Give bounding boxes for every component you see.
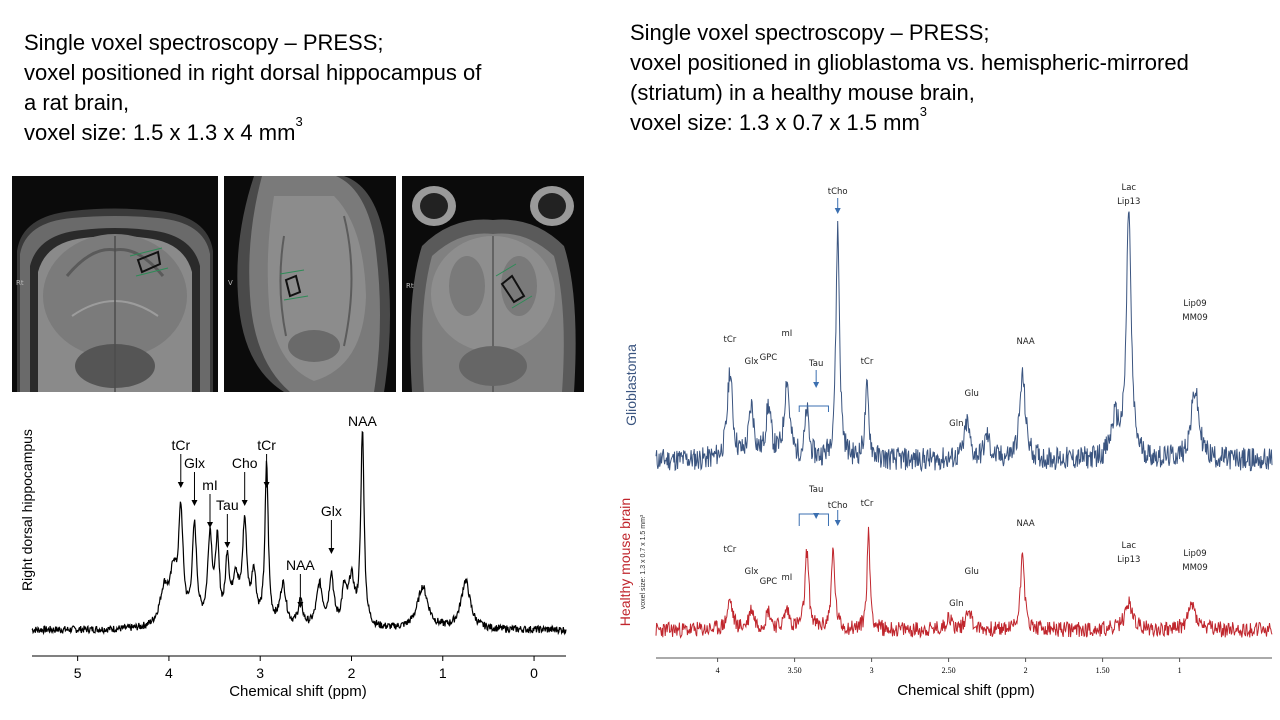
healthy-voxel-size-label: voxel size: 1.3 x 0.7 x 1.5 mm³ — [640, 514, 647, 609]
right-x-tick-label: 2.50 — [942, 666, 956, 675]
right-x-axis-label: Chemical shift (ppm) — [897, 682, 1035, 699]
glioblastoma-spectrum-line — [655, 211, 1273, 473]
left-peak-label: mI — [202, 477, 218, 493]
tau-arrowhead-healthy — [813, 513, 820, 519]
left-caption-line2: voxel positioned in right dorsal hippoca… — [24, 60, 482, 85]
right-x-axis: 4 3.50 3 2.50 2 1.50 1 — [656, 657, 1272, 675]
glioblastoma-series-label: Glioblastoma — [623, 344, 639, 426]
left-y-axis-label: Right dorsal hippocampus — [19, 429, 35, 591]
left-spectrum-chart: 5 4 3 2 1 0 tCr Glx mI Tau Cho tCr NAA Glx NAA Chemic… — [19, 413, 567, 700]
right-x-tick-label: 3.50 — [788, 666, 802, 675]
left-peak-label: Glx — [184, 455, 205, 471]
mri-coronal-image: Rt — [12, 176, 218, 392]
left-x-tick-label: 4 — [165, 665, 173, 681]
right-peak-label: tCr — [861, 499, 874, 509]
left-x-tick-label: 2 — [348, 665, 356, 681]
right-peak-label: Lip13 — [1117, 555, 1140, 565]
left-peak-arrowhead — [328, 548, 335, 554]
right-peak-label: Tau — [808, 485, 823, 495]
left-peak-label: NAA — [286, 557, 315, 573]
right-peak-label: Tau — [808, 359, 823, 369]
healthy-series-label: Healthy mouse brain — [617, 498, 633, 626]
right-peak-label: Glu — [965, 389, 979, 399]
left-peak-arrowhead — [241, 500, 248, 506]
right-peak-label: Glx — [744, 567, 758, 577]
right-peak-label: Glx — [744, 357, 758, 367]
left-caption-line3: a rat brain, — [24, 90, 130, 115]
tau-bracket-gbm — [798, 405, 829, 412]
left-x-tick-label: 5 — [74, 665, 82, 681]
right-peak-label: tCho — [828, 187, 848, 197]
tau-arrowhead — [813, 382, 820, 388]
right-peak-label: Gln — [949, 419, 963, 429]
left-x-tick-label: 0 — [530, 665, 538, 681]
right-caption-line2: voxel positioned in glioblastoma vs. hem… — [630, 50, 1189, 75]
mri-sagittal-image: V — [224, 176, 396, 392]
right-x-tick-label: 4 — [716, 666, 720, 675]
right-peak-label: MM09 — [1182, 563, 1207, 573]
right-peak-label: Lip09 — [1183, 549, 1206, 559]
right-caption-line4: voxel size: 1.3 x 0.7 x 1.5 mm3 — [630, 105, 1189, 138]
right-x-tick-label: 1.50 — [1096, 666, 1110, 675]
right-peak-label: Glu — [965, 567, 979, 577]
tau-bracket-healthy — [798, 513, 829, 526]
healthy-spectrum-line — [655, 526, 1273, 639]
axial-orientation-label: Rt — [406, 282, 414, 290]
left-x-axis-label: Chemical shift (ppm) — [229, 683, 367, 700]
left-peak-label: Cho — [232, 455, 258, 471]
coronal-orientation-label: Rt — [16, 279, 24, 287]
right-peak-label: Gln — [949, 599, 963, 609]
left-peak-arrowhead — [224, 542, 231, 548]
left-x-axis: 5 4 3 2 1 0 — [32, 655, 566, 681]
left-peak-label: tCr — [171, 437, 190, 453]
left-caption-line4: voxel size: 1.5 x 1.3 x 4 mm3 — [24, 115, 481, 148]
right-x-tick-label: 2 — [1024, 666, 1028, 675]
left-peak-label: Tau — [216, 497, 239, 513]
left-peak-annotations: tCr Glx mI Tau Cho tCr NAA Glx NAA — [171, 413, 377, 608]
left-x-tick-label: 1 — [439, 665, 447, 681]
right-peak-label: mI — [782, 573, 793, 583]
right-peak-label: tCho — [828, 501, 848, 511]
right-peak-label: GPC — [760, 353, 778, 363]
left-voxel-size-exponent: 3 — [295, 114, 303, 129]
left-peak-arrowhead — [263, 482, 270, 488]
right-voxel-size-exponent: 3 — [919, 104, 928, 119]
right-peak-label: tCr — [861, 357, 874, 367]
right-voxel-size-text: voxel size: 1.3 x 0.7 x 1.5 mm — [630, 110, 920, 135]
left-caption-line1: Single voxel spectroscopy – PRESS; — [24, 30, 384, 55]
right-peak-label: NAA — [1016, 337, 1034, 347]
left-peak-arrowhead — [177, 482, 184, 488]
right-caption: Single voxel spectroscopy – PRESS; voxel… — [630, 18, 1189, 138]
right-x-tick-label: 1 — [1178, 666, 1182, 675]
left-x-tick-label: 3 — [256, 665, 264, 681]
right-caption-line1: Single voxel spectroscopy – PRESS; — [630, 20, 990, 45]
right-x-tick-label: 3 — [870, 666, 874, 675]
right-peak-label: Lip13 — [1117, 197, 1140, 207]
right-peak-label: MM09 — [1182, 313, 1207, 323]
mri-axial-image: Rt — [402, 176, 584, 392]
right-peak-label: mI — [782, 329, 793, 339]
tcho-arrowhead-healthy — [834, 520, 841, 526]
left-peak-label: tCr — [257, 437, 276, 453]
right-peak-label: Lip09 — [1183, 299, 1206, 309]
tcho-arrowhead — [834, 208, 841, 214]
right-peak-label: Lac — [1121, 183, 1136, 193]
sagittal-orientation-label: V — [228, 279, 233, 287]
left-peak-arrowhead — [207, 522, 213, 528]
left-peak-label: Glx — [321, 503, 342, 519]
right-peak-label: NAA — [1016, 519, 1034, 529]
left-caption: Single voxel spectroscopy – PRESS; voxel… — [24, 28, 481, 148]
right-peak-label: GPC — [760, 577, 778, 587]
right-peak-label: Lac — [1121, 541, 1136, 551]
left-peak-label: NAA — [348, 413, 377, 429]
right-peak-label: tCr — [724, 335, 737, 345]
left-voxel-size-text: voxel size: 1.5 x 1.3 x 4 mm — [24, 120, 296, 145]
left-peak-arrowhead — [191, 500, 198, 506]
left-peak-arrowhead — [297, 602, 304, 608]
right-peak-label: tCr — [724, 545, 737, 555]
right-caption-line3: (striatum) in a healthy mouse brain, — [630, 80, 975, 105]
